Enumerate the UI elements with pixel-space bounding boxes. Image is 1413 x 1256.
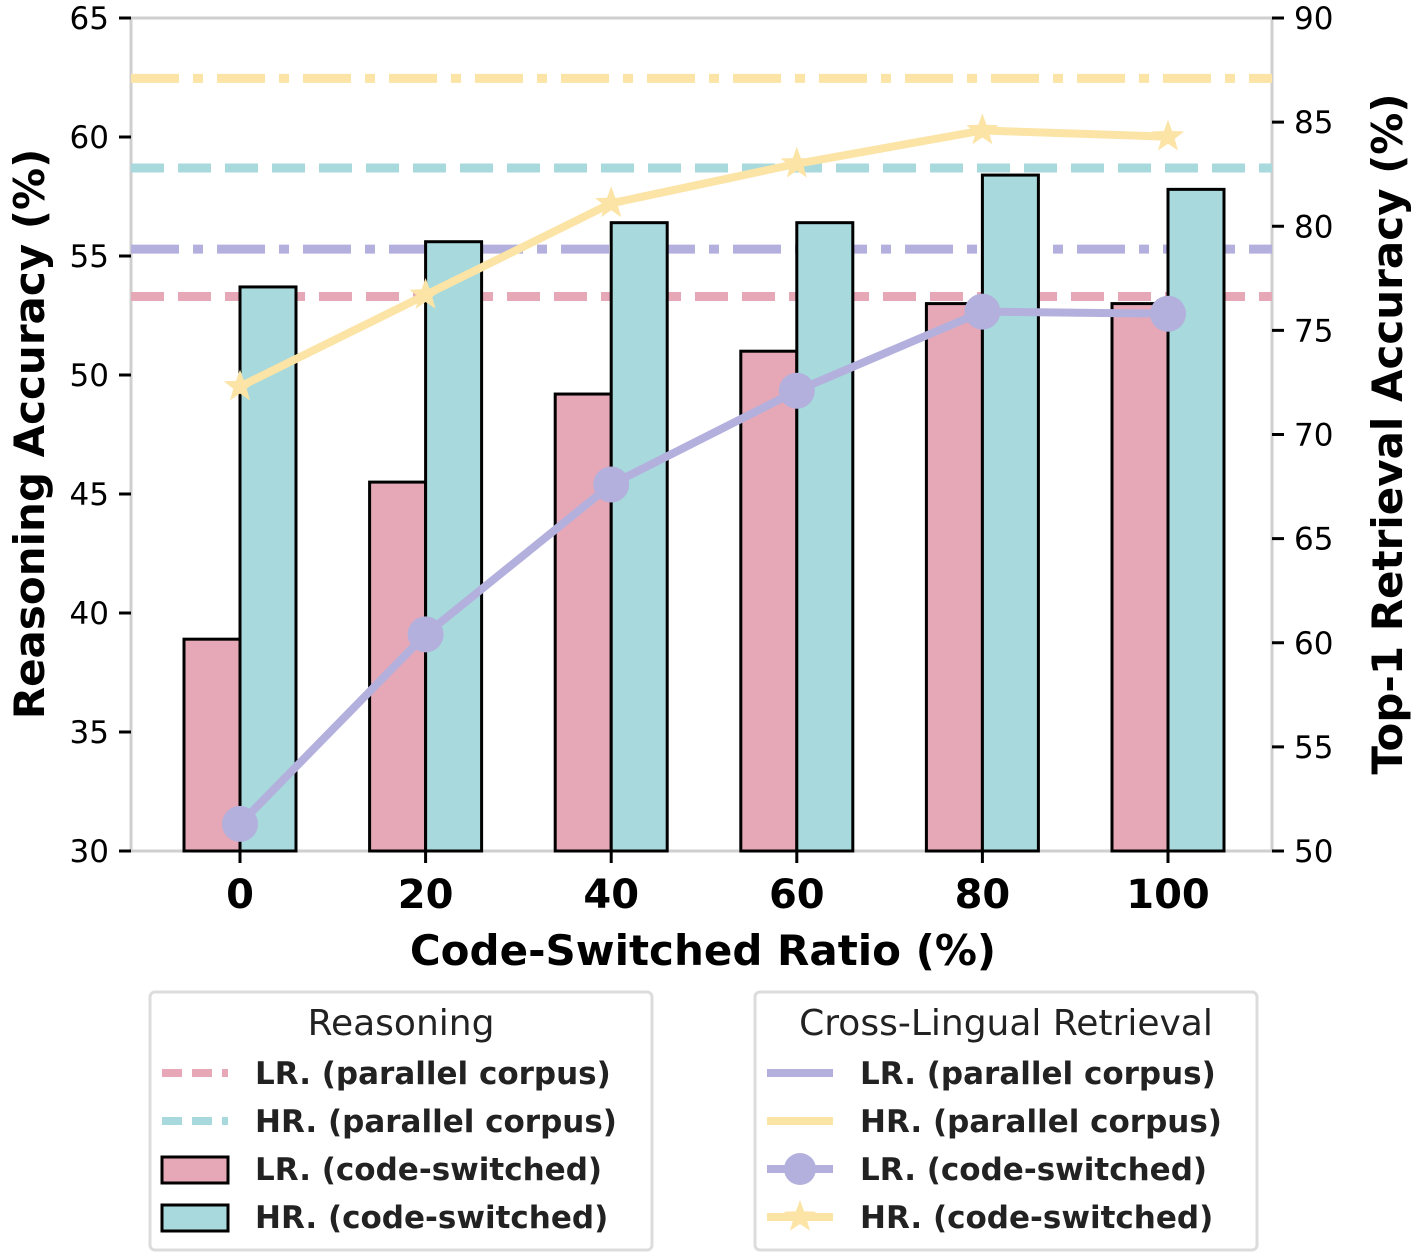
legend-lr-bar-swatch: [160, 1155, 230, 1185]
data-point: [407, 616, 444, 653]
y-tick-label: 30: [70, 834, 109, 870]
legend-reasoning-item: HR. (code-switched): [255, 1200, 608, 1236]
legend-retrieval-item: LR. (code-switched): [860, 1152, 1207, 1188]
x-tick-label: 100: [1126, 872, 1210, 918]
legend-reasoning: Reasoning LR. (parallel corpus) HR. (par…: [148, 990, 654, 1252]
bar: [182, 637, 242, 853]
legend-reasoning-item: LR. (code-switched): [255, 1152, 602, 1188]
data-point: [964, 293, 1001, 330]
y-right-tick-label: 60: [1294, 626, 1333, 662]
data-point: [1150, 295, 1186, 332]
y-axis-right-title: Top-1 Retrieval Accuracy (%): [1363, 93, 1412, 774]
axes: 30 35 40 45 50 55 60 65 50 55 60 65 70 75 80 85 90 0 20 40 6…: [70, 1, 1334, 918]
y-right-tick-label: 90: [1294, 1, 1333, 37]
y-right-tick-label: 75: [1294, 313, 1333, 349]
legend-retrieval-item: HR. (code-switched): [860, 1200, 1213, 1236]
line-series: [222, 113, 1186, 842]
data-point: [966, 113, 999, 145]
data-point: [222, 805, 258, 842]
bar: [924, 302, 984, 853]
bar: [1110, 302, 1170, 853]
data-point: [409, 278, 442, 309]
legend-star-marker-icon: [783, 1200, 817, 1231]
y-right-tick-label: 65: [1294, 522, 1333, 558]
y-right-tick-label: 55: [1294, 730, 1333, 766]
bar: [553, 392, 613, 853]
series-line: [238, 126, 1169, 391]
x-tick-label: 40: [583, 872, 639, 918]
y-right-tick-label: 85: [1294, 105, 1333, 141]
bars: [182, 173, 1226, 853]
y-tick-label: 65: [70, 1, 109, 37]
y-tick-label: 60: [70, 120, 109, 156]
bar: [609, 221, 669, 853]
data-point: [1151, 119, 1185, 151]
y-tick-label: 35: [70, 715, 109, 751]
legend-retrieval-item: HR. (parallel corpus): [860, 1104, 1222, 1140]
x-tick-label: 80: [955, 872, 1011, 918]
legend-retrieval: Cross-Lingual Retrieval LR. (parallel co…: [753, 990, 1259, 1252]
y-right-tick-label: 80: [1294, 209, 1333, 245]
x-axis-title: Code-Switched Ratio (%): [410, 926, 996, 975]
y-right-tick-label: 70: [1294, 418, 1333, 454]
legend-reasoning-item: HR. (parallel corpus): [255, 1104, 617, 1140]
data-point: [593, 466, 630, 503]
data-point: [780, 146, 813, 178]
legend-reasoning-title: Reasoning: [308, 1003, 495, 1044]
bar: [739, 349, 799, 853]
legend-circle-marker-icon: [784, 1153, 816, 1185]
y-tick-label: 55: [70, 239, 109, 275]
legend-reasoning-item: LR. (parallel corpus): [255, 1056, 611, 1092]
bar: [795, 221, 855, 853]
data-point: [223, 369, 257, 401]
y-tick-label: 40: [70, 596, 109, 632]
legend-hr-bar-swatch: [160, 1203, 230, 1233]
legend-retrieval-title: Cross-Lingual Retrieval: [799, 1003, 1213, 1044]
bar: [424, 240, 484, 853]
series-line: [237, 307, 1169, 827]
x-tick-label: 60: [769, 872, 825, 918]
x-tick-label: 0: [226, 872, 254, 918]
legend-retrieval-item: LR. (parallel corpus): [860, 1056, 1216, 1092]
data-point: [778, 372, 815, 409]
y-axis-title: Reasoning Accuracy (%): [5, 149, 54, 720]
bar: [1166, 187, 1226, 853]
y-tick-label: 45: [70, 477, 109, 513]
bar: [980, 173, 1040, 853]
y-tick-label: 50: [70, 358, 109, 394]
x-tick-label: 20: [398, 872, 454, 918]
data-point: [595, 186, 628, 218]
reference-lines: [131, 73, 1272, 301]
y-right-tick-label: 50: [1294, 834, 1333, 870]
